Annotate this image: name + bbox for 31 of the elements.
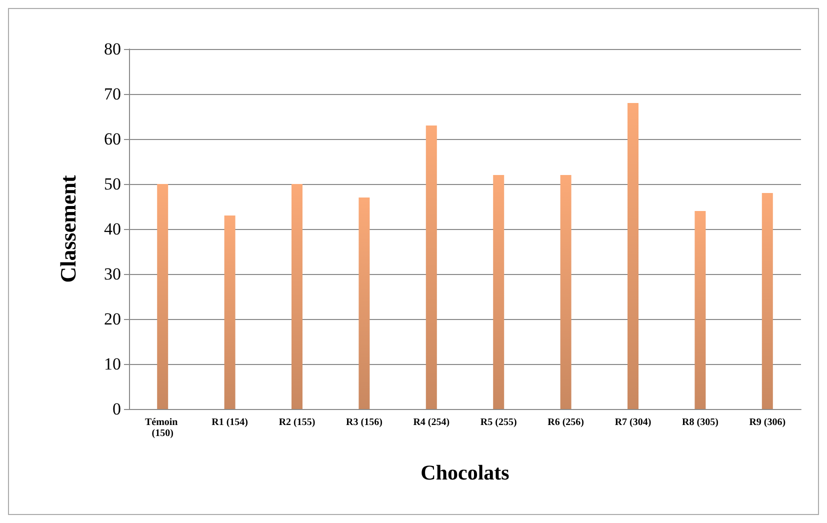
x-tick-label: R7 (304) bbox=[614, 417, 652, 428]
x-tick-label: R8 (305) bbox=[682, 417, 718, 428]
x-axis-title: Chocolats bbox=[420, 460, 510, 484]
bar bbox=[426, 126, 437, 409]
bar bbox=[224, 216, 236, 409]
y-tick-label: 60 bbox=[104, 130, 121, 148]
bar bbox=[560, 175, 572, 409]
y-tick-label: 10 bbox=[104, 354, 121, 374]
y-tick-label: 50 bbox=[104, 174, 121, 194]
y-tick-label: 80 bbox=[104, 40, 121, 58]
x-tick-label: R2 (155) bbox=[278, 417, 316, 428]
y-axis-title: Classement bbox=[56, 174, 80, 283]
x-tick-label: R5 (255) bbox=[480, 417, 517, 428]
x-tick-label: R6 (256) bbox=[548, 417, 584, 428]
y-tick-label: 70 bbox=[104, 84, 121, 104]
bar bbox=[694, 211, 706, 409]
bar bbox=[762, 193, 773, 409]
x-tick-label: R9 (306) bbox=[749, 417, 786, 428]
x-tick-label: R4 (254) bbox=[413, 417, 450, 428]
bar bbox=[628, 103, 638, 409]
y-tick-label: 0 bbox=[112, 400, 121, 418]
bar bbox=[157, 184, 168, 409]
bar bbox=[493, 175, 504, 409]
bar bbox=[358, 198, 370, 409]
y-tick-label: 30 bbox=[104, 264, 121, 284]
x-tick-label: Témoin (150) bbox=[144, 417, 180, 439]
x-tick-label: R1 (154) bbox=[212, 417, 248, 428]
bar bbox=[292, 184, 302, 409]
y-tick-label: 40 bbox=[104, 220, 121, 238]
x-tick-label: R3 (156) bbox=[346, 417, 382, 428]
y-tick-label: 20 bbox=[104, 310, 121, 328]
